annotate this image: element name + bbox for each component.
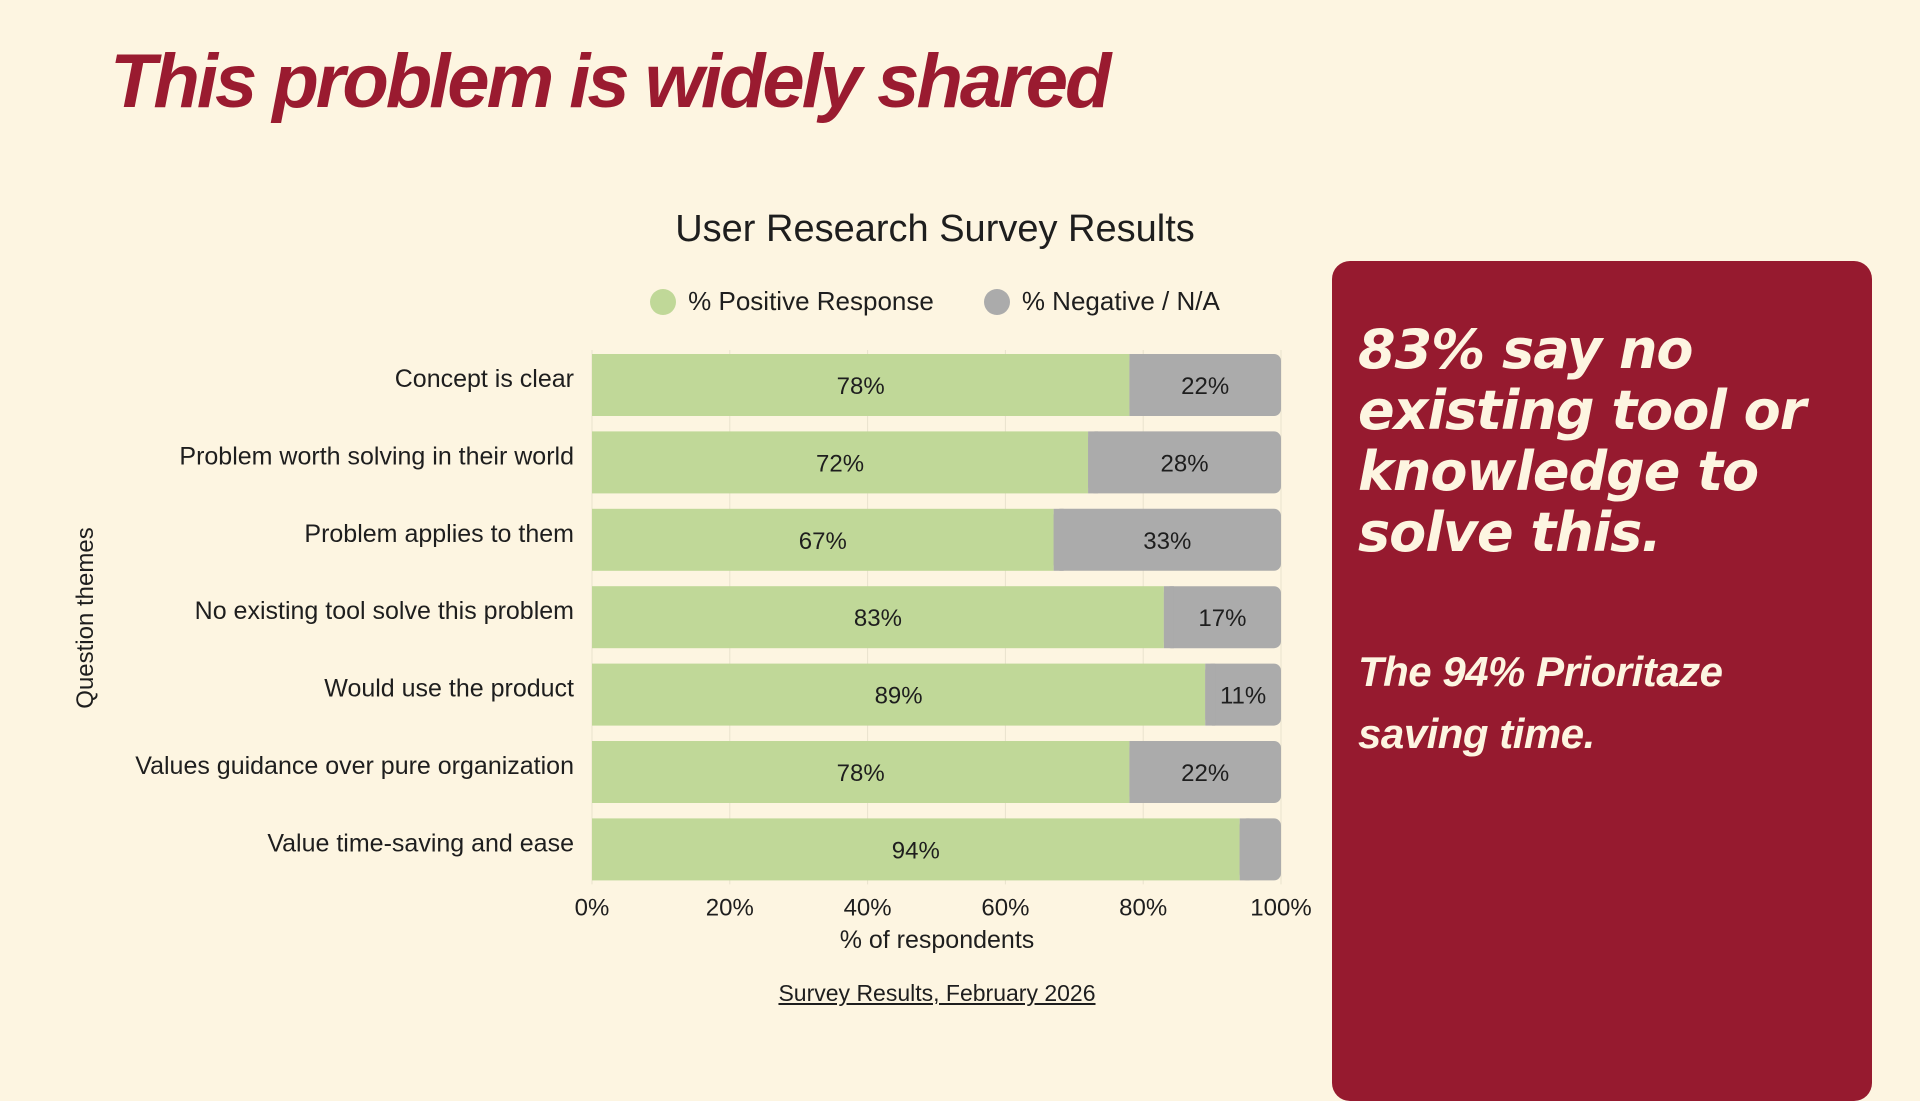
bar-negative-edge <box>1129 354 1140 416</box>
bar-negative <box>1239 818 1281 881</box>
bar-positive <box>592 354 1130 416</box>
x-tick-label: 40% <box>844 894 892 921</box>
bar-negative-edge <box>1205 663 1216 726</box>
x-tick-label: 0% <box>575 894 610 921</box>
bar-negative <box>1053 508 1281 571</box>
bar-value-label: 94% <box>892 837 940 864</box>
legend-swatch-positive <box>650 288 677 315</box>
bar-positive <box>592 663 1206 726</box>
bar-value-label: 33% <box>1143 528 1191 555</box>
category-label: Concept is clear <box>395 365 574 393</box>
bar-value-label: 28% <box>1161 450 1209 477</box>
x-tick-label: 80% <box>1119 894 1167 921</box>
bar-value-label: 78% <box>837 760 885 787</box>
bar-negative <box>1163 586 1281 649</box>
bar-negative-edge <box>1129 741 1140 803</box>
legend-swatch-negative <box>983 288 1010 315</box>
category-label: Would use the product <box>324 675 574 703</box>
chart-legend: % Positive Response % Negative / N/A <box>430 286 1440 317</box>
stacked-bar-chart: 78% 22% Concept is clear 72% 28% Problem wort… <box>135 350 1312 921</box>
chart-title: User Research Survey Results <box>675 208 1195 250</box>
legend-item-negative: % Negative / N/A <box>983 286 1220 317</box>
bar-negative-edge <box>1053 508 1064 571</box>
callout-panel: 83% say no existing tool or knowledge to… <box>1332 261 1872 1101</box>
bar-value-label: 78% <box>837 373 885 400</box>
bar-positive <box>592 586 1164 649</box>
bar-positive <box>592 818 1240 881</box>
callout-headline: 83% say no existing tool or knowledge to… <box>1358 318 1806 564</box>
category-label: Value time-saving and ease <box>267 829 574 857</box>
category-label: No existing tool solve this problem <box>195 597 574 625</box>
bar-value-label: 22% <box>1181 760 1229 787</box>
category-label: Values guidance over pure organization <box>135 752 574 780</box>
bar-positive <box>592 508 1054 571</box>
legend-label-positive: % Positive Response <box>688 286 934 316</box>
category-label: Problem worth solving in their world <box>179 442 574 470</box>
survey-source-link[interactable]: Survey Results, February 2026 <box>778 980 1096 1006</box>
bar-negative-edge <box>1088 431 1099 494</box>
x-tick-label: 100% <box>1250 894 1311 921</box>
bar-value-label: 67% <box>799 528 847 555</box>
bar-value-label: 11% <box>1220 683 1266 710</box>
bar-positive <box>592 431 1089 494</box>
bar-value-label: 17% <box>1198 605 1246 632</box>
x-tick-label: 60% <box>981 894 1029 921</box>
bar-negative <box>1129 741 1281 803</box>
bar-value-label: 89% <box>875 683 923 710</box>
x-axis-label: % of respondents <box>839 926 1035 954</box>
bar-negative-edge <box>1239 818 1250 881</box>
category-label: Problem applies to them <box>304 520 574 548</box>
callout-subtext: The 94% Prioritaze saving time. <box>1358 648 1723 757</box>
bar-positive <box>592 741 1130 803</box>
legend-item-positive: % Positive Response <box>650 286 934 317</box>
bar-value-label: 72% <box>816 450 864 477</box>
bar-negative <box>1088 431 1281 494</box>
bar-negative-edge <box>1163 586 1174 649</box>
bar-value-label: 83% <box>854 605 902 632</box>
legend-label-negative: % Negative / N/A <box>1021 286 1220 316</box>
bar-negative <box>1129 354 1281 416</box>
x-tick-label: 20% <box>706 894 754 921</box>
bar-negative <box>1205 663 1281 726</box>
bar-value-label: 22% <box>1181 373 1229 400</box>
slide-title: This problem is widely shared <box>110 39 1111 124</box>
